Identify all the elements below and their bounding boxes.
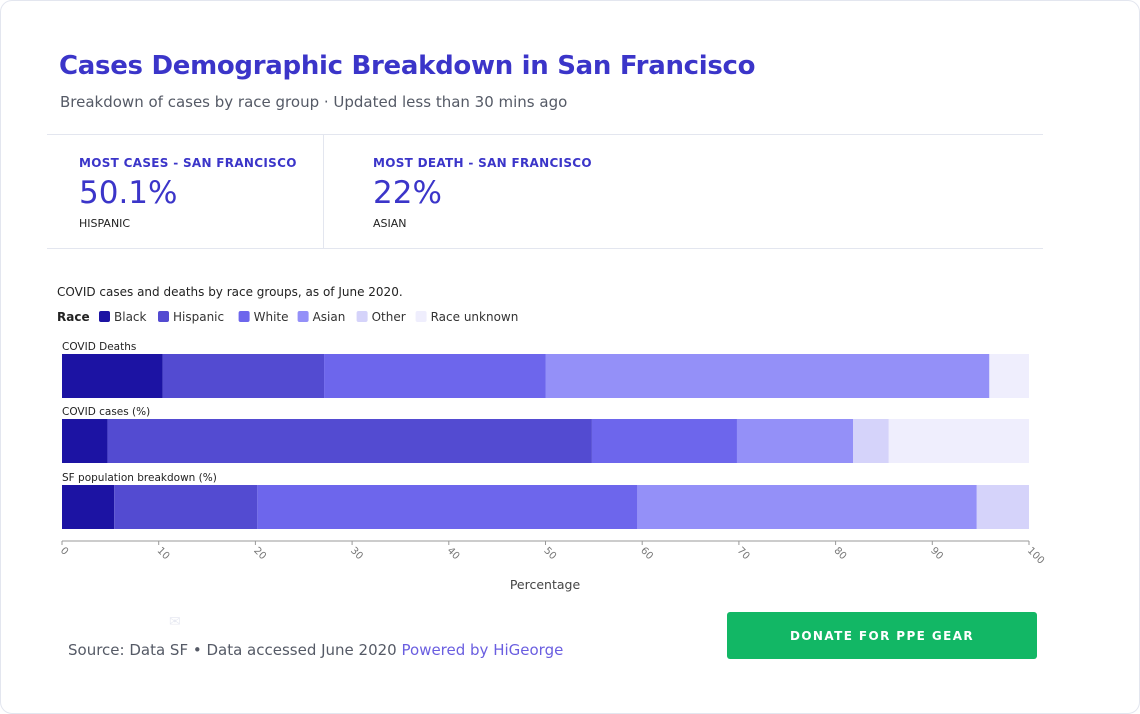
bar-segment: [545, 354, 990, 398]
bar-segment: [62, 485, 115, 529]
x-tick-label: 90: [928, 545, 945, 562]
bar-category-label: COVID cases (%): [62, 406, 150, 418]
chart-title: COVID cases and deaths by race groups, a…: [57, 285, 403, 299]
legend-label: White: [254, 310, 289, 324]
legend-title: Race: [57, 310, 90, 324]
legend-label: Hispanic: [173, 310, 224, 324]
bar-segment: [736, 419, 854, 463]
bar-segment: [853, 419, 889, 463]
bar-segment: [989, 354, 1029, 398]
donate-button[interactable]: DONATE FOR PPE GEAR: [727, 612, 1037, 659]
bar-segment: [114, 485, 258, 529]
legend-swatch: [356, 311, 368, 322]
bar-segment: [162, 354, 325, 398]
powered-by-link[interactable]: Powered by HiGeorge: [401, 641, 564, 659]
envelope-icon: ✉: [169, 613, 181, 629]
x-tick-label: 50: [541, 545, 558, 562]
stat-divider: [323, 135, 324, 248]
footer-source: Source: Data SF • Data accessed June 202…: [68, 641, 563, 659]
x-tick-label: 0: [58, 545, 70, 557]
stat-sub: HISPANIC: [79, 217, 131, 230]
stacked-bar-chart: COVID cases and deaths by race groups, a…: [57, 285, 1046, 592]
stats-panel: MOST CASES - SAN FRANCISCO 50.1% HISPANI…: [47, 134, 1043, 249]
bar-segment: [257, 485, 638, 529]
legend-swatch: [158, 311, 169, 322]
legend-label: Race unknown: [431, 310, 519, 324]
source-text: Source: Data SF • Data accessed June 202…: [68, 641, 397, 659]
x-tick-label: 70: [735, 545, 752, 562]
page-title: Cases Demographic Breakdown in San Franc…: [59, 51, 756, 81]
legend-label: Other: [372, 310, 406, 324]
x-tick-label: 60: [638, 545, 655, 562]
bar-segment: [107, 419, 592, 463]
stat-label: MOST CASES - SAN FRANCISCO: [79, 156, 297, 170]
x-tick-label: 20: [251, 545, 268, 562]
legend-swatch: [238, 311, 250, 322]
x-tick-label: 40: [445, 545, 462, 562]
legend-swatch: [297, 311, 309, 322]
legend-label: Asian: [313, 310, 346, 324]
stat-label: MOST DEATH - SAN FRANCISCO: [373, 156, 592, 170]
x-axis-label: Percentage: [510, 577, 581, 592]
bar-category-label: SF population breakdown (%): [62, 472, 217, 484]
legend-swatch: [99, 311, 110, 322]
bar-segment: [62, 354, 163, 398]
x-tick-label: 100: [1025, 545, 1046, 566]
stat-value: 50.1%: [79, 175, 178, 211]
page-subtitle: Breakdown of cases by race group · Updat…: [60, 93, 568, 111]
x-tick-label: 80: [831, 545, 848, 562]
bar-category-label: COVID Deaths: [62, 341, 136, 353]
bar-segment: [62, 419, 108, 463]
x-tick-label: 30: [348, 545, 365, 562]
bar-segment: [591, 419, 737, 463]
stat-sub: ASIAN: [373, 217, 407, 230]
bar-segment: [888, 419, 1029, 463]
stat-value: 22%: [373, 175, 442, 211]
legend-label: Black: [114, 310, 147, 324]
legend-swatch: [415, 311, 427, 322]
x-tick-label: 10: [155, 545, 172, 562]
bar-segment: [324, 354, 546, 398]
bar-segment: [637, 485, 977, 529]
bar-segment: [976, 485, 1029, 529]
